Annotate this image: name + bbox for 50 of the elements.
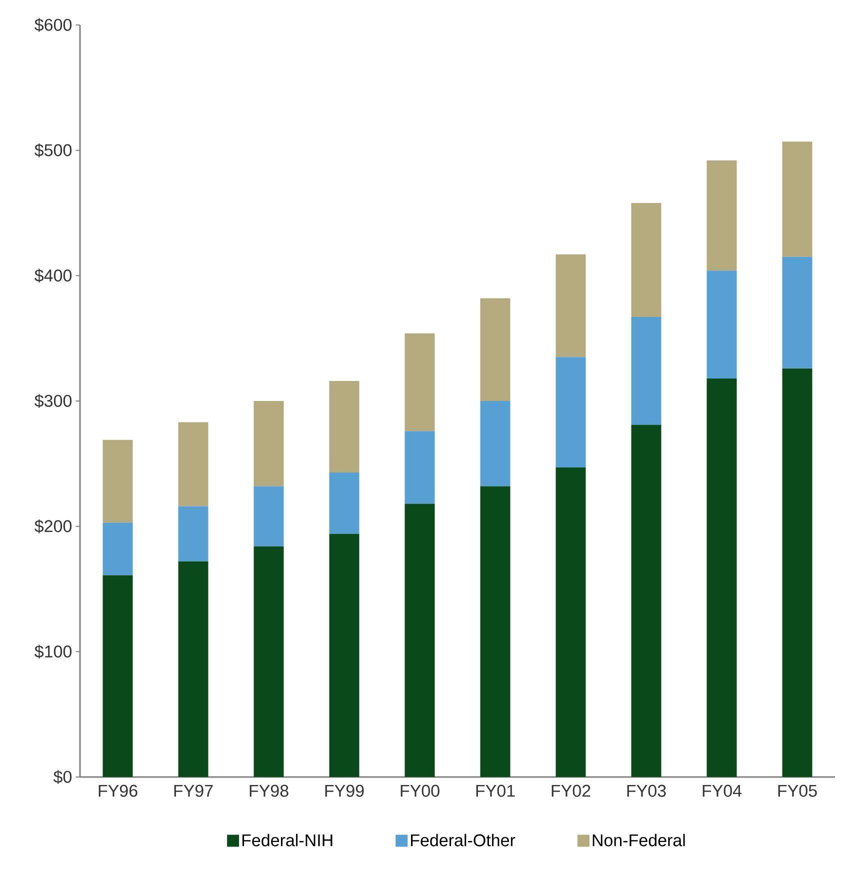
x-tick-label: FY99 (325, 784, 364, 797)
y-tick-label: $0 (53, 770, 72, 784)
x-tick-label: FY00 (400, 784, 440, 797)
y-tick-label: $400 (34, 268, 72, 283)
bar (782, 256, 812, 368)
y-tick-label: $600 (34, 18, 72, 32)
legend-label: Non-Federal (592, 834, 685, 846)
bar (404, 504, 435, 777)
x-tick-label: FY02 (552, 784, 590, 797)
x-tick-label: FY97 (174, 784, 213, 797)
bar (254, 401, 284, 486)
bar (706, 270, 737, 378)
legend-label: Federal-NIH (242, 834, 332, 846)
y-tick-label: $200 (34, 519, 72, 534)
bar (254, 486, 284, 546)
bar (404, 333, 435, 432)
bar (556, 254, 586, 358)
bar (631, 424, 662, 777)
legend-label: Federal-Other (411, 834, 516, 846)
bar (480, 486, 510, 777)
bar (782, 368, 812, 777)
bar (102, 440, 133, 523)
bar (102, 575, 133, 777)
x-tick-label: FY04 (702, 784, 742, 797)
bar (178, 422, 208, 506)
bar (631, 202, 662, 318)
bar (102, 522, 133, 576)
bar (178, 561, 208, 777)
y-tick-label: $100 (34, 644, 72, 659)
bar (178, 506, 208, 562)
bar (556, 467, 586, 777)
y-tick-label: $500 (34, 143, 72, 158)
x-tick-label: FY03 (627, 784, 666, 797)
bar (706, 378, 737, 777)
bar (329, 380, 360, 472)
x-tick-label: FY98 (250, 784, 288, 797)
bar (254, 546, 284, 777)
bar (706, 160, 737, 271)
bar (329, 472, 360, 534)
x-tick-label: FY05 (778, 784, 817, 797)
x-tick-label: FY01 (476, 784, 515, 797)
x-tick-label: FY96 (98, 784, 138, 797)
bar (480, 401, 510, 486)
bar (556, 357, 586, 468)
bar (329, 534, 360, 777)
y-tick-label: $300 (34, 394, 72, 408)
bar (480, 298, 510, 401)
bar (404, 431, 435, 504)
bar (782, 142, 812, 257)
bar (631, 317, 662, 425)
